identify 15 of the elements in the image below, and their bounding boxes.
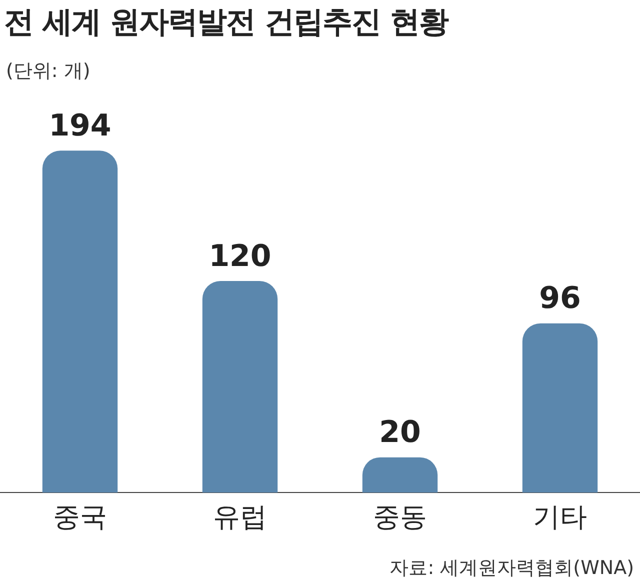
data-label: 120 [208, 238, 272, 274]
chart-subtitle: (단위: 개) [6, 59, 90, 84]
x-tick-label: 유럽 [213, 502, 267, 533]
data-label: 96 [539, 281, 581, 316]
x-tick-label: 중동 [373, 502, 427, 533]
data-label: 194 [48, 108, 112, 144]
x-tick-label: 기타 [533, 502, 587, 533]
data-label: 20 [379, 415, 421, 450]
bar [522, 323, 598, 493]
chart-title: 전 세계 원자력발전 건립추진 현황 [4, 4, 448, 42]
x-tick-label: 중국 [53, 502, 107, 533]
bar [362, 457, 438, 493]
bar [42, 150, 118, 493]
bar [202, 281, 278, 493]
text: 자료: 세계원자력협회(WNA) [390, 556, 634, 581]
